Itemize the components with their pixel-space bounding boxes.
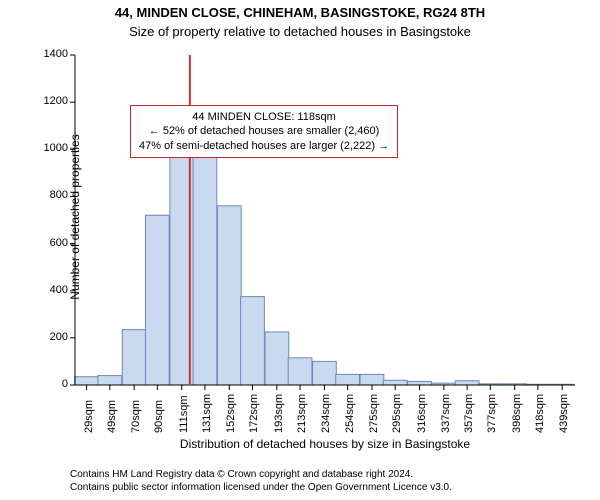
x-tick-label: 254sqm bbox=[344, 394, 356, 433]
y-tick-label: 1200 bbox=[30, 95, 68, 107]
callout-line-1: 44 MINDEN CLOSE: 118sqm bbox=[139, 110, 389, 124]
x-tick-label: 357sqm bbox=[463, 394, 475, 433]
callout-line-3: 47% of semi-detached houses are larger (… bbox=[139, 139, 389, 153]
figure: 44, MINDEN CLOSE, CHINEHAM, BASINGSTOKE,… bbox=[0, 0, 600, 500]
x-tick-label: 234sqm bbox=[320, 394, 332, 433]
y-axis-label: Number of detached properties bbox=[68, 117, 82, 317]
y-tick-label: 0 bbox=[30, 378, 68, 390]
histogram-bar bbox=[265, 332, 289, 385]
histogram-bar bbox=[336, 374, 360, 385]
histogram-bar bbox=[360, 374, 384, 385]
y-tick-label: 1400 bbox=[30, 48, 68, 60]
y-tick-label: 400 bbox=[30, 284, 68, 296]
histogram-bar bbox=[193, 121, 217, 385]
x-tick-label: 213sqm bbox=[296, 394, 308, 433]
histogram-bar bbox=[383, 380, 407, 385]
footer-attribution: Contains HM Land Registry data © Crown c… bbox=[70, 468, 452, 494]
x-tick-label: 70sqm bbox=[130, 400, 142, 433]
histogram-bar bbox=[75, 377, 99, 385]
histogram-bar bbox=[455, 381, 479, 385]
x-tick-label: 439sqm bbox=[558, 394, 570, 433]
histogram-bar bbox=[145, 215, 169, 385]
footer-line-1: Contains HM Land Registry data © Crown c… bbox=[70, 468, 452, 481]
x-tick-label: 295sqm bbox=[391, 394, 403, 433]
x-tick-label: 337sqm bbox=[440, 394, 452, 433]
callout-box: 44 MINDEN CLOSE: 118sqm ← 52% of detache… bbox=[130, 105, 398, 158]
x-tick-label: 131sqm bbox=[201, 394, 213, 433]
chart-area: 44 MINDEN CLOSE: 118sqm ← 52% of detache… bbox=[0, 45, 600, 455]
x-tick-label: 316sqm bbox=[416, 394, 428, 433]
y-tick-label: 200 bbox=[30, 331, 68, 343]
x-axis-label: Distribution of detached houses by size … bbox=[75, 437, 575, 451]
x-tick-label: 418sqm bbox=[534, 394, 546, 433]
x-tick-label: 398sqm bbox=[511, 394, 523, 433]
x-tick-label: 49sqm bbox=[106, 400, 118, 433]
y-tick-label: 600 bbox=[30, 237, 68, 249]
x-tick-label: 377sqm bbox=[486, 394, 498, 433]
title-line-2: Size of property relative to detached ho… bbox=[0, 24, 600, 39]
histogram-bar bbox=[313, 361, 337, 385]
histogram-bar bbox=[217, 206, 241, 385]
histogram-bar bbox=[288, 358, 312, 385]
x-tick-label: 152sqm bbox=[225, 394, 237, 433]
histogram-bar bbox=[122, 330, 146, 385]
x-tick-label: 90sqm bbox=[153, 400, 165, 433]
callout-line-2: ← 52% of detached houses are smaller (2,… bbox=[139, 124, 389, 138]
x-tick-label: 193sqm bbox=[273, 394, 285, 433]
x-tick-label: 172sqm bbox=[248, 394, 260, 433]
y-tick-label: 1000 bbox=[30, 142, 68, 154]
footer-line-2: Contains public sector information licen… bbox=[70, 481, 452, 494]
histogram-bar bbox=[241, 297, 265, 385]
title-line-1: 44, MINDEN CLOSE, CHINEHAM, BASINGSTOKE,… bbox=[0, 5, 600, 20]
x-tick-label: 111sqm bbox=[178, 395, 190, 433]
y-tick-label: 800 bbox=[30, 189, 68, 201]
x-tick-label: 275sqm bbox=[368, 394, 380, 433]
histogram-bar bbox=[408, 381, 432, 385]
x-tick-label: 29sqm bbox=[83, 400, 95, 433]
histogram-bar bbox=[98, 376, 122, 385]
